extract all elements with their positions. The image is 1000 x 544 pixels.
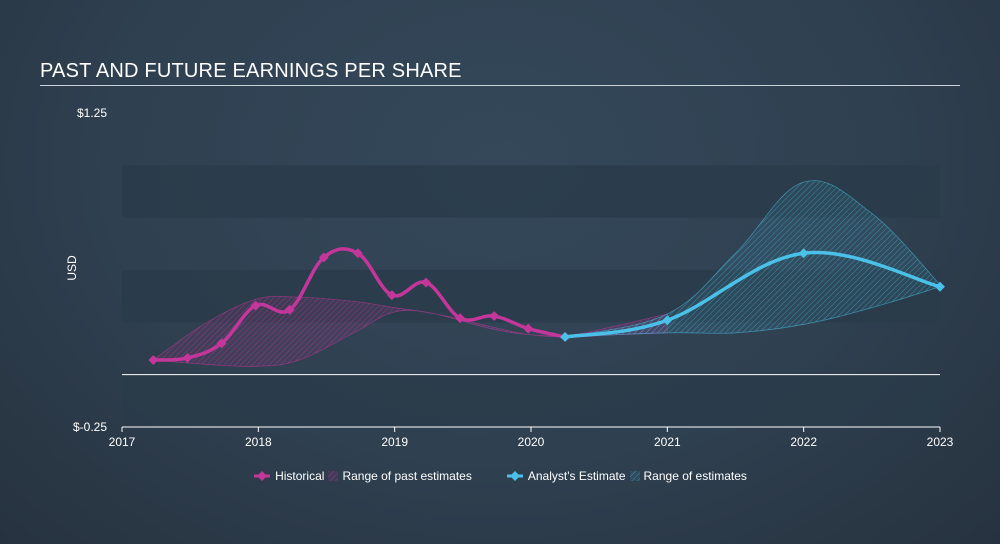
future-estimates-range <box>564 180 941 338</box>
x-tick-label: 2020 <box>518 435 545 449</box>
analyst-estimate-line <box>563 250 942 339</box>
legend-past-range: Range of past estimates <box>342 469 472 483</box>
y-tick-label: $1.25 <box>77 106 107 120</box>
historical-point <box>489 311 500 322</box>
historical-legend-icon <box>254 471 271 481</box>
historical-point <box>148 355 159 365</box>
historical-point <box>318 252 329 263</box>
historical-point <box>182 352 193 363</box>
historical-point <box>421 277 431 288</box>
y-axis-label: USD <box>65 255 79 281</box>
grid-band <box>122 374 940 427</box>
legend-future-range: Range of estimates <box>643 469 747 483</box>
estimate-point <box>798 248 809 259</box>
historical-point <box>216 338 227 349</box>
legend: Historical Range of past estimates Analy… <box>0 469 1000 483</box>
future-range-swatch-icon <box>629 471 640 481</box>
past-range-swatch-icon <box>328 471 339 481</box>
historical-point <box>352 248 363 259</box>
x-tick-label: 2021 <box>654 435 681 449</box>
x-tick-label: 2023 <box>927 435 954 449</box>
historical-point <box>386 290 397 301</box>
legend-estimate-group: Analyst's Estimate Range of estimates <box>506 469 747 483</box>
data-markers <box>148 248 945 365</box>
historical-point <box>284 304 295 315</box>
y-tick-label: $-0.25 <box>73 420 107 434</box>
legend-estimate: Analyst's Estimate <box>527 469 626 483</box>
x-tick-label: 2018 <box>245 435 272 449</box>
legend-historical-group: Historical Range of past estimates <box>253 469 472 483</box>
x-tick-label: 2022 <box>790 435 817 449</box>
title-divider <box>40 85 960 86</box>
historical-point <box>455 313 466 324</box>
estimate-point <box>935 281 945 292</box>
legend-historical: Historical <box>275 469 325 483</box>
axes: 2017 2018 2019 2020 2021 2022 2023 $1.25 $-0.25 U… <box>65 106 954 449</box>
historical-point <box>250 300 261 311</box>
estimate-point <box>662 315 673 326</box>
x-tick-label: 2017 <box>109 435 136 449</box>
x-tick-label: 2019 <box>381 435 408 449</box>
estimate-point <box>560 332 571 342</box>
historical-point <box>523 323 534 334</box>
estimate-legend-icon <box>506 471 523 481</box>
chart-title: PAST AND FUTURE EARNINGS PER SHARE <box>40 60 462 82</box>
